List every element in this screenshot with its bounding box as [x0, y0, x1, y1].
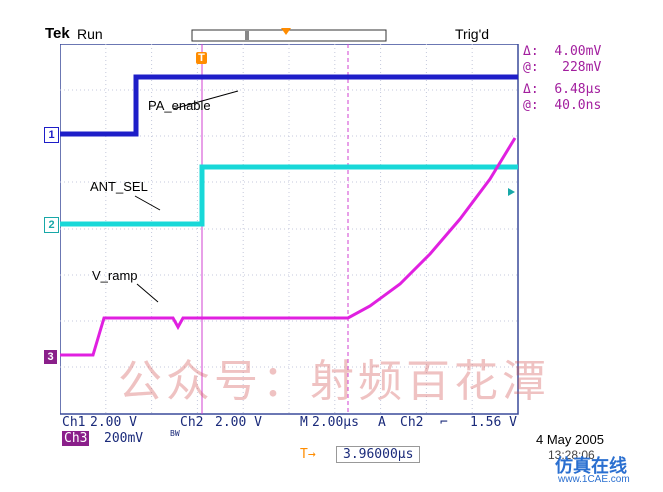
waveform-display[interactable]: [60, 44, 520, 416]
site-url[interactable]: www.1CAE.com: [558, 474, 630, 485]
ant-sel-label: ANT_SEL: [90, 179, 148, 194]
watermark-text: 公众号：射频百花潭: [118, 356, 550, 407]
ch3-label: Ch3: [62, 431, 90, 446]
ch2-label: Ch2: [180, 415, 204, 430]
v-ramp-pointer: [136, 283, 159, 303]
trigger-status: Trig'd: [455, 26, 490, 42]
acquisition-state: Run: [77, 26, 103, 42]
position-icon: T→: [300, 447, 316, 462]
ch2-ground-marker[interactable]: 2: [44, 217, 59, 233]
time-label: 13:28:06: [548, 448, 595, 462]
date-label: 4 May 2005: [536, 432, 604, 447]
time-at-readout: @: 40.0ns: [523, 98, 602, 113]
ch1-at-readout: @: 228mV: [523, 60, 602, 75]
v-ramp-label: V_ramp: [92, 268, 138, 283]
trigger-slope-icon[interactable]: ⌐: [440, 415, 448, 430]
ch3-waveform: [60, 137, 517, 357]
timebase-scale[interactable]: 2.00μs: [312, 415, 359, 430]
status-row-2: Ch3 200mV BW: [60, 429, 260, 447]
ch2-scale[interactable]: 2.00 V: [215, 415, 262, 430]
trigger-marker[interactable]: T: [196, 52, 207, 64]
trigger-source[interactable]: Ch2: [400, 415, 424, 430]
bandwidth-limit-badge: BW: [170, 429, 180, 438]
time-delta-readout: Δ: 6.48μs: [523, 82, 602, 97]
trigger-position-icon: [281, 28, 291, 35]
ch1-scale[interactable]: 2.00 V: [90, 415, 137, 430]
trigger-level[interactable]: 1.56 V: [470, 415, 517, 430]
pa-enable-label: PA_enable: [148, 98, 211, 113]
horizontal-position[interactable]: T→ 3.96000μs: [300, 446, 430, 463]
position-value[interactable]: 3.96000μs: [336, 446, 421, 463]
pa-enable-pointer: [172, 90, 239, 110]
timebase-label: M: [300, 415, 308, 430]
ch3-ground-marker[interactable]: 3: [44, 350, 57, 364]
ch2-level-marker[interactable]: [508, 188, 515, 196]
status-row-1: Ch1 2.00 V Ch2 2.00 V M 2.00μs A Ch2 ⌐ 1…: [60, 415, 520, 431]
ch1-waveform: [60, 74, 518, 137]
ch1-label: Ch1: [62, 415, 86, 430]
ch1-delta-readout: Δ: 4.00mV: [523, 44, 602, 59]
ant-sel-pointer: [134, 195, 161, 211]
site-logo: 仿真在线: [555, 456, 627, 477]
ch1-ground-marker[interactable]: 1: [44, 127, 59, 143]
ch3-scale[interactable]: 200mV: [104, 431, 144, 446]
trigger-mode: A: [378, 415, 386, 430]
ch2-waveform: [60, 164, 518, 227]
brand-label: Tek: [45, 25, 70, 42]
